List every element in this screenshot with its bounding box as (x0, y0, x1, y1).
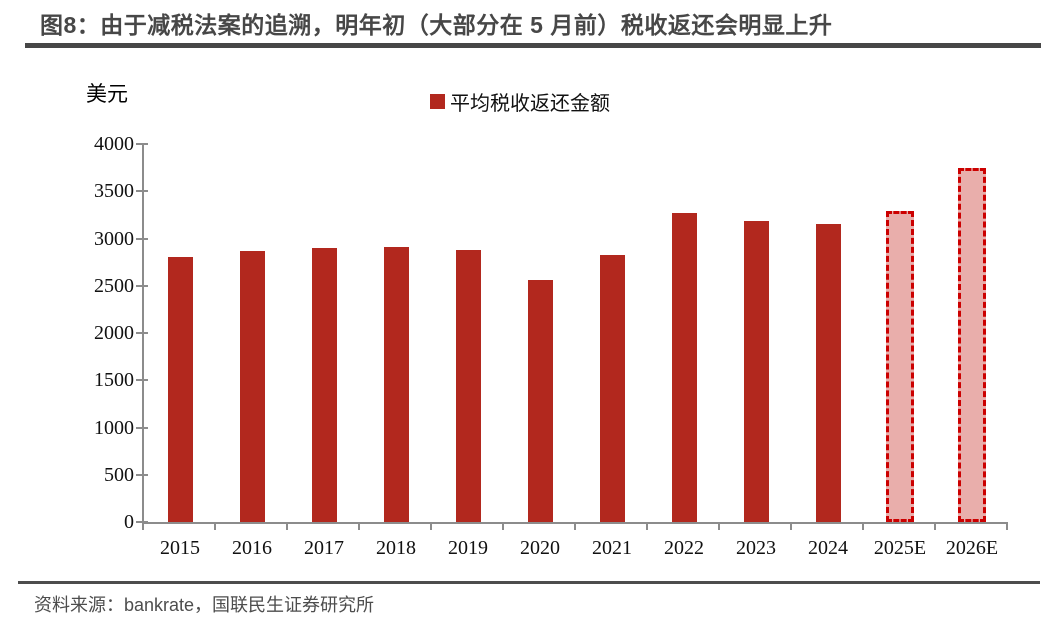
figure-title: 图8：由于减税法案的追溯，明年初（大部分在 5 月前）税收返还会明显上升 (40, 12, 833, 38)
bar (455, 249, 481, 522)
y-axis-tick-label: 0 (124, 511, 134, 533)
y-axis-tick (136, 473, 148, 476)
bar (167, 257, 193, 522)
y-axis-tick (136, 379, 148, 382)
y-axis-tick-label: 4000 (94, 133, 134, 155)
bar-estimate (886, 211, 914, 522)
bar (239, 250, 265, 522)
x-axis-category-label: 2024 (808, 537, 848, 559)
source-divider (18, 581, 1040, 584)
y-axis-unit-label: 美元 (86, 83, 128, 106)
x-axis-category-label: 2020 (520, 537, 560, 559)
x-axis-category-label: 2022 (664, 537, 704, 559)
y-axis-tick (136, 284, 148, 287)
x-axis-category-label: 2026E (945, 537, 999, 559)
y-axis-tick-label: 1000 (94, 416, 134, 439)
x-axis-tick (358, 522, 360, 530)
x-axis-tick (790, 522, 792, 530)
source-text: 资料来源：bankrate，国联民生证券研究所 (34, 595, 375, 615)
y-axis-tick (136, 426, 148, 429)
x-axis-category-label: 2018 (376, 537, 416, 559)
x-axis-tick (286, 522, 288, 530)
bar (311, 247, 337, 522)
bar (527, 280, 553, 522)
y-axis-tick-label: 3000 (94, 227, 134, 250)
title-underline (25, 43, 1041, 48)
x-axis-category-label: 2016 (232, 537, 272, 559)
bar-estimate (958, 167, 986, 522)
x-axis-tick (646, 522, 648, 530)
y-axis-tick-label: 1500 (94, 369, 134, 392)
x-axis-tick (1006, 522, 1008, 530)
y-axis-tick (136, 143, 148, 145)
y-axis-tick-label: 2500 (94, 274, 134, 297)
y-axis-tick-label: 3500 (94, 180, 134, 203)
bar (815, 224, 841, 522)
bar (599, 254, 625, 522)
x-axis-tick (934, 522, 936, 530)
x-axis-category-label: 2017 (304, 537, 344, 559)
x-axis-category-label: 2025E (873, 537, 927, 559)
x-axis-category-label: 2019 (448, 537, 488, 559)
x-axis-tick (718, 522, 720, 530)
y-axis-tick-label: 2000 (94, 322, 134, 344)
x-axis-category-label: 2015 (160, 537, 200, 559)
legend-label: 平均税收返还金额 (450, 93, 610, 115)
x-axis-tick (574, 522, 576, 530)
bar (383, 247, 409, 522)
x-axis-tick (214, 522, 216, 530)
y-axis-tick (136, 237, 148, 240)
bar (743, 221, 769, 522)
x-axis-tick (862, 522, 864, 530)
legend-swatch-icon (430, 94, 445, 109)
y-axis-tick (136, 332, 148, 334)
x-axis-tick (142, 522, 144, 530)
x-axis-category-label: 2023 (736, 537, 776, 559)
x-axis-category-label: 2021 (592, 537, 632, 559)
legend: 平均税收返还金额 (430, 87, 610, 116)
x-axis-tick (502, 522, 504, 530)
y-axis-tick (136, 190, 148, 193)
y-axis-tick-label: 500 (104, 463, 134, 486)
bar (671, 212, 697, 522)
x-axis-tick (430, 522, 432, 530)
y-axis-line (142, 144, 144, 524)
